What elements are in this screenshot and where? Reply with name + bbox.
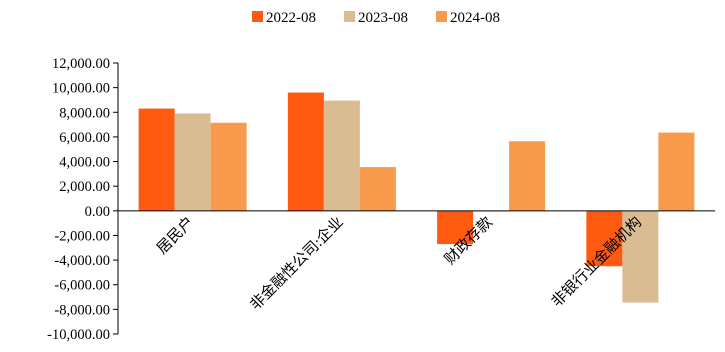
bar [509,141,546,211]
y-tick-label: -4,000.00 [54,253,110,269]
legend-swatch [436,11,447,22]
legend: 2022-08 2023-08 2024-08 [252,10,500,26]
legend-swatch [252,11,263,22]
y-tick-label: 12,000.00 [52,56,110,72]
bar [210,122,247,211]
y-tick-label: -10,000.00 [47,327,110,343]
y-tick-label: 10,000.00 [52,81,110,97]
bar [323,100,360,211]
bar [359,167,396,211]
y-tick-label: -8,000.00 [54,302,110,318]
bar [138,108,175,211]
legend-label: 2024-08 [450,10,500,26]
y-tick-label: -2,000.00 [54,228,110,244]
y-tick-label: 4,000.00 [59,155,110,171]
y-tick-label: -6,000.00 [54,278,110,294]
y-tick-label: 2,000.00 [59,179,110,195]
category-labels: 居民户 非金融性公司:企业 财政存款 非银行业金融机构 [154,213,646,314]
bars [138,92,695,303]
y-tick-label: 8,000.00 [59,105,110,121]
legend-label: 2023-08 [358,10,408,26]
bar [658,132,695,211]
legend-swatch [344,11,355,22]
bar [287,92,324,211]
bar [622,210,659,303]
legend-label: 2022-08 [266,10,316,26]
bar [586,210,623,267]
category-label: 非金融性公司:企业 [246,213,347,314]
bar [437,210,474,245]
y-tick-label: 0.00 [85,204,110,220]
y-tick-label: 6,000.00 [59,130,110,146]
bar [174,113,211,211]
category-label: 居民户 [154,214,198,258]
y-axis: 12,000.00 10,000.00 8,000.00 6,000.00 4,000.… [47,56,119,343]
